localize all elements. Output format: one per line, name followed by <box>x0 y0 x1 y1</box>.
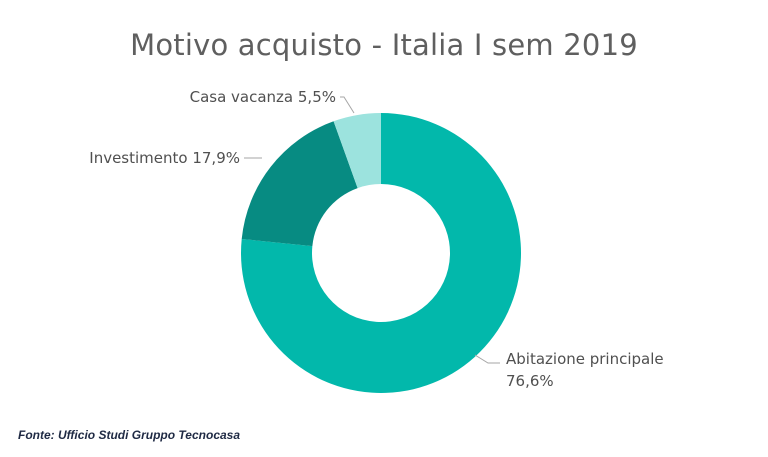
slice-abitazione-principale <box>241 113 522 394</box>
leader-line <box>340 96 355 114</box>
slice-investimento <box>241 121 358 247</box>
data-label: Casa vacanza 5,5% <box>190 88 336 106</box>
chart-title: Motivo acquisto - Italia I sem 2019 <box>130 28 638 62</box>
data-label: Investimento 17,9% <box>89 149 240 167</box>
data-label: Abitazione principale <box>506 350 664 368</box>
leader-line <box>474 354 500 364</box>
source-note: Fonte: Ufficio Studi Gruppo Tecnocasa <box>18 428 241 442</box>
data-label: 76,6% <box>506 372 554 390</box>
slice-casa-vacanza <box>333 113 381 189</box>
